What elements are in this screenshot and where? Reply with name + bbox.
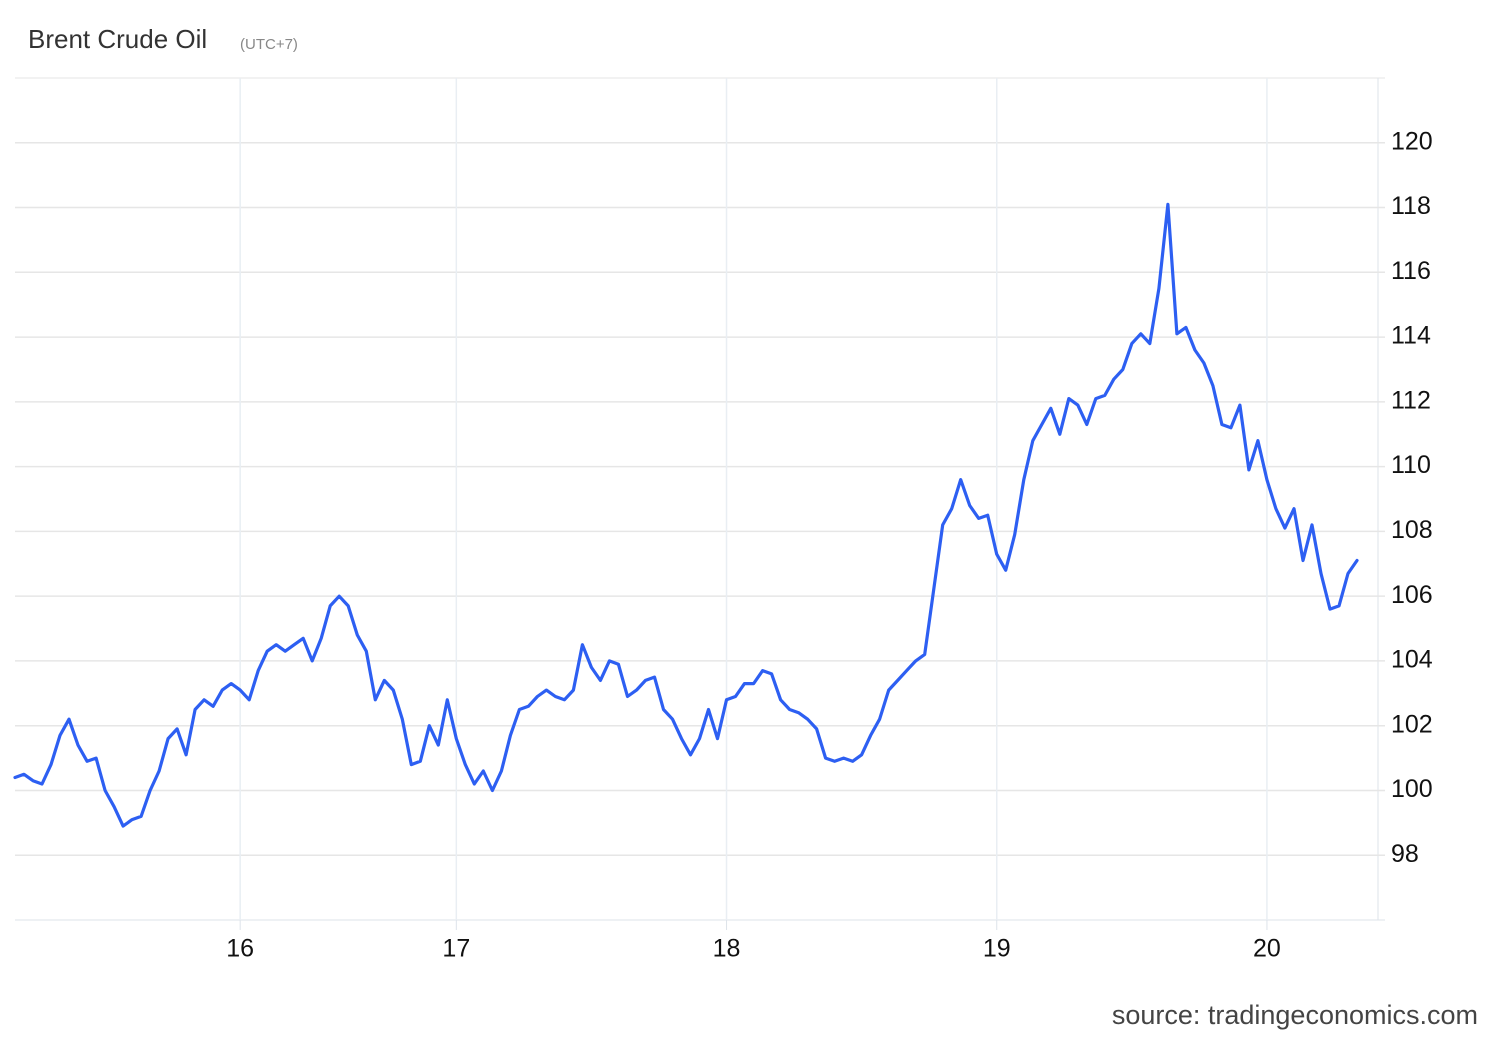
price-line [13, 202, 1359, 828]
y-tick-label: 108 [1391, 516, 1433, 544]
y-tick-label: 104 [1391, 646, 1433, 674]
x-tick-label: 19 [983, 935, 1011, 963]
y-tick-label: 100 [1391, 775, 1433, 803]
x-tick-label: 20 [1253, 935, 1281, 963]
chart-subtitle: (UTC+7) [240, 36, 298, 53]
x-tick-label: 17 [442, 935, 470, 963]
y-tick-label: 116 [1391, 257, 1431, 285]
chart-title: Brent Crude Oil [28, 24, 207, 54]
y-tick-label: 120 [1391, 127, 1433, 155]
source: source: tradingeconomics.com [1112, 1000, 1478, 1030]
x-tick-label: 16 [226, 935, 254, 963]
x-tick-label: 18 [713, 935, 741, 963]
y-tick-label: 102 [1391, 710, 1433, 738]
y-tick-label: 98 [1391, 840, 1419, 868]
y-tick-label: 114 [1391, 322, 1431, 350]
y-tick-label: 112 [1391, 386, 1431, 414]
y-tick-label: 106 [1391, 581, 1433, 609]
y-tick-label: 118 [1391, 192, 1431, 220]
y-tick-label: 110 [1391, 451, 1431, 479]
